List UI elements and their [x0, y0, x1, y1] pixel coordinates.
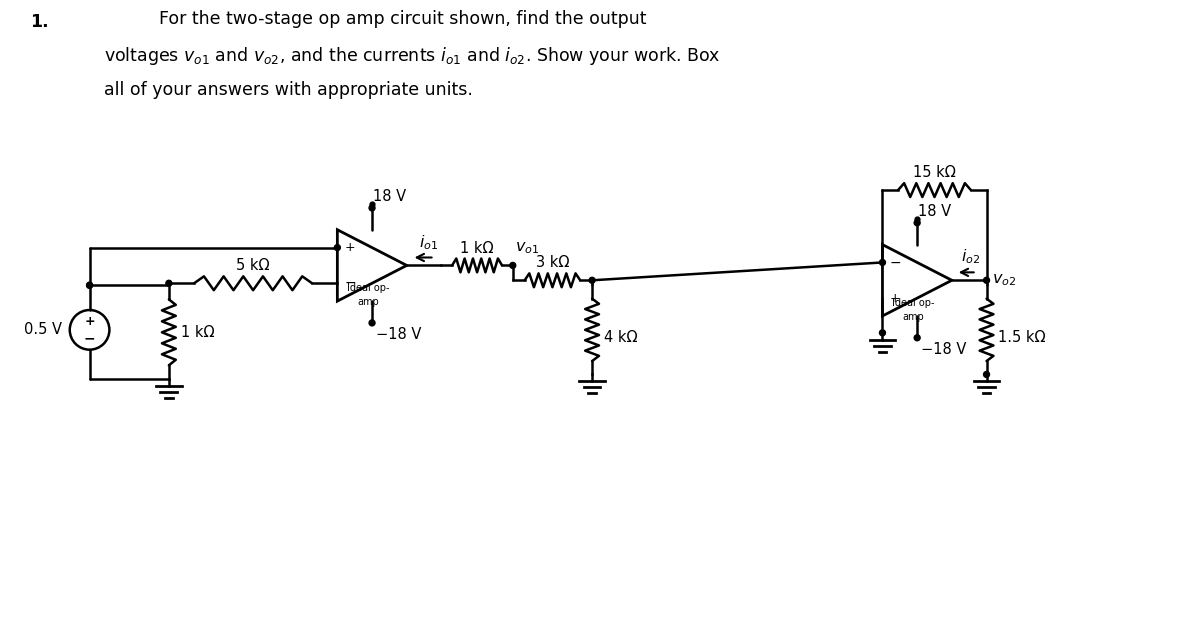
Text: amp: amp [358, 297, 379, 307]
Text: 18 V: 18 V [918, 204, 952, 219]
Circle shape [370, 205, 376, 211]
Text: $i_{o1}$: $i_{o1}$ [419, 233, 438, 251]
Circle shape [335, 244, 341, 251]
Text: 1.5 kΩ: 1.5 kΩ [998, 330, 1046, 345]
Text: 3 kΩ: 3 kΩ [535, 256, 569, 271]
Text: Ideal op-: Ideal op- [347, 283, 389, 293]
Text: 0.5 V: 0.5 V [24, 322, 62, 338]
Circle shape [166, 280, 172, 286]
Text: 18 V: 18 V [373, 189, 406, 204]
Text: 1 kΩ: 1 kΩ [461, 241, 494, 256]
Text: −: − [889, 256, 901, 269]
Text: amp: amp [902, 312, 924, 322]
Text: 1 kΩ: 1 kΩ [181, 325, 215, 340]
Text: −18 V: −18 V [922, 342, 966, 357]
Text: 15 kΩ: 15 kΩ [913, 165, 956, 180]
Text: Ideal op-: Ideal op- [892, 298, 935, 308]
Circle shape [880, 259, 886, 266]
Text: $v_{o1}$: $v_{o1}$ [515, 240, 539, 256]
Text: 5 kΩ: 5 kΩ [236, 258, 270, 273]
Circle shape [86, 282, 92, 288]
Circle shape [984, 371, 990, 378]
Text: 1.: 1. [30, 12, 49, 31]
Circle shape [589, 278, 595, 283]
Text: For the two-stage op amp circuit shown, find the output: For the two-stage op amp circuit shown, … [158, 10, 647, 27]
Text: +: + [344, 241, 355, 254]
Text: $i_{o2}$: $i_{o2}$ [961, 248, 980, 266]
Text: 4 kΩ: 4 kΩ [604, 330, 637, 345]
Text: voltages $v_{o1}$ and $v_{o2}$, and the currents $i_{o1}$ and $i_{o2}$. Show you: voltages $v_{o1}$ and $v_{o2}$, and the … [104, 46, 721, 68]
Circle shape [914, 335, 920, 341]
Circle shape [984, 278, 990, 283]
Circle shape [914, 220, 920, 226]
Circle shape [370, 320, 376, 326]
Text: −: − [344, 276, 356, 290]
Text: all of your answers with appropriate units.: all of your answers with appropriate uni… [104, 81, 473, 99]
Circle shape [86, 282, 92, 288]
Circle shape [880, 330, 886, 336]
Text: $v_{o2}$: $v_{o2}$ [992, 272, 1016, 288]
Text: +: + [889, 292, 900, 304]
Text: +: + [84, 315, 95, 328]
Text: −18 V: −18 V [376, 327, 421, 342]
Circle shape [510, 262, 516, 268]
Text: −: − [84, 331, 95, 345]
